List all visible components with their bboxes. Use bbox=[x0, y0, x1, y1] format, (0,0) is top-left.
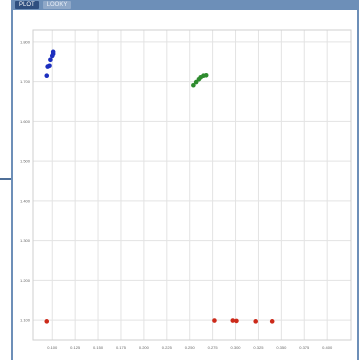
data-point-series-1 bbox=[44, 73, 50, 79]
data-point-series-3 bbox=[234, 318, 239, 324]
left-connector-line bbox=[0, 178, 12, 180]
data-point-series-3 bbox=[230, 318, 236, 323]
y-tick-label: 1.400 bbox=[20, 198, 31, 203]
x-tick-label: 0.225 bbox=[162, 345, 173, 350]
data-point-series-3 bbox=[269, 319, 275, 324]
y-tick-label: 1.300 bbox=[20, 238, 31, 243]
x-tick-label: 0.175 bbox=[116, 345, 127, 350]
y-tick-label: 1.700 bbox=[20, 79, 31, 84]
data-point-series-3 bbox=[44, 319, 50, 324]
data-point-series-2 bbox=[191, 82, 196, 88]
data-point-series-3 bbox=[253, 319, 258, 324]
x-tick-label: 0.275 bbox=[208, 345, 219, 350]
data-point-series-1 bbox=[50, 51, 56, 57]
chart-grid bbox=[33, 30, 351, 340]
data-point-series-3 bbox=[212, 318, 217, 323]
y-tick-label: 1.600 bbox=[20, 119, 31, 124]
plot-area-frame bbox=[32, 29, 352, 341]
window-tab-bar: PLOT LOOKY bbox=[13, 0, 72, 10]
x-tick-label: 0.375 bbox=[299, 345, 310, 350]
plot-window: PLOT LOOKY 0.100 0.125 0.150 0.175 0.200 0.22… bbox=[11, 0, 359, 360]
data-point-series-1 bbox=[48, 57, 53, 63]
scatter-chart: 0.100 0.125 0.150 0.175 0.200 0.225 0.250 0.275… bbox=[13, 10, 357, 360]
x-tick-label: 0.325 bbox=[253, 345, 264, 350]
chart-ticks: 0.100 0.125 0.150 0.175 0.200 0.225 0.250 0.275… bbox=[20, 39, 333, 350]
tab-plot[interactable]: PLOT bbox=[15, 1, 39, 9]
x-tick-label: 0.200 bbox=[139, 345, 150, 350]
y-tick-label: 1.500 bbox=[20, 159, 31, 164]
chart-points bbox=[44, 49, 275, 324]
x-tick-label: 0.125 bbox=[70, 345, 81, 350]
data-point-series-2 bbox=[203, 73, 209, 78]
x-tick-label: 0.350 bbox=[276, 345, 287, 350]
y-tick-label: 1.200 bbox=[20, 278, 31, 283]
x-tick-label: 0.250 bbox=[185, 345, 196, 350]
x-tick-label: 0.150 bbox=[93, 345, 104, 350]
tab-looky[interactable]: LOOKY bbox=[42, 1, 72, 9]
data-point-series-1 bbox=[45, 64, 50, 69]
x-tick-label: 0.100 bbox=[47, 345, 58, 350]
y-tick-label: 1.100 bbox=[20, 318, 31, 323]
x-tick-label: 0.400 bbox=[322, 345, 333, 350]
y-tick-label: 1.800 bbox=[20, 39, 31, 44]
chart-background bbox=[13, 10, 357, 360]
x-tick-label: 0.300 bbox=[231, 345, 242, 350]
